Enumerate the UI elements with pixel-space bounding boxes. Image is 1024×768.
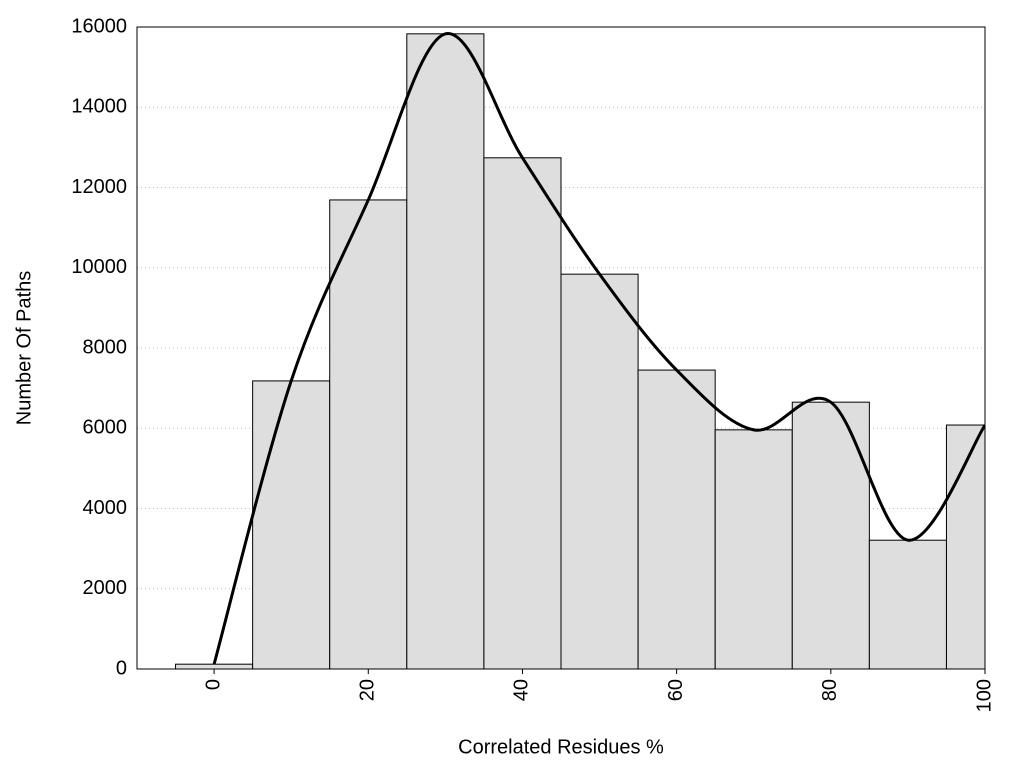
y-tick-label: 8000 [83, 336, 128, 358]
bar [175, 663, 254, 669]
y-tick-label: 16000 [71, 15, 127, 37]
x-axis-title: Correlated Residues % [458, 736, 664, 758]
bar [791, 401, 870, 669]
smooth-curve [212, 32, 985, 665]
bar [252, 380, 331, 669]
y-tick-label: 4000 [83, 497, 128, 519]
y-tick-label: 2000 [83, 577, 128, 599]
y-tick-label: 0 [116, 657, 127, 679]
x-tick-label: 40 [511, 679, 533, 701]
y-tick-label: 6000 [83, 417, 128, 439]
bar [483, 157, 562, 669]
bar [406, 33, 485, 669]
y-tick-label: 14000 [71, 96, 127, 118]
y-axis-title: Number Of Paths [13, 271, 35, 426]
plot-frame [136, 26, 986, 670]
x-tick-label: 80 [819, 679, 841, 701]
bar [714, 429, 793, 669]
x-tick-label: 0 [202, 679, 224, 690]
bar [637, 369, 716, 669]
x-tick-label: 100 [973, 679, 995, 712]
x-tick-label: 20 [357, 679, 379, 701]
bar [560, 273, 639, 669]
y-tick-label: 12000 [71, 176, 127, 198]
bar [868, 539, 947, 669]
plot-area [175, 32, 985, 669]
bar [329, 199, 408, 669]
x-tick-label: 60 [665, 679, 687, 701]
y-tick-label: 10000 [71, 256, 127, 278]
